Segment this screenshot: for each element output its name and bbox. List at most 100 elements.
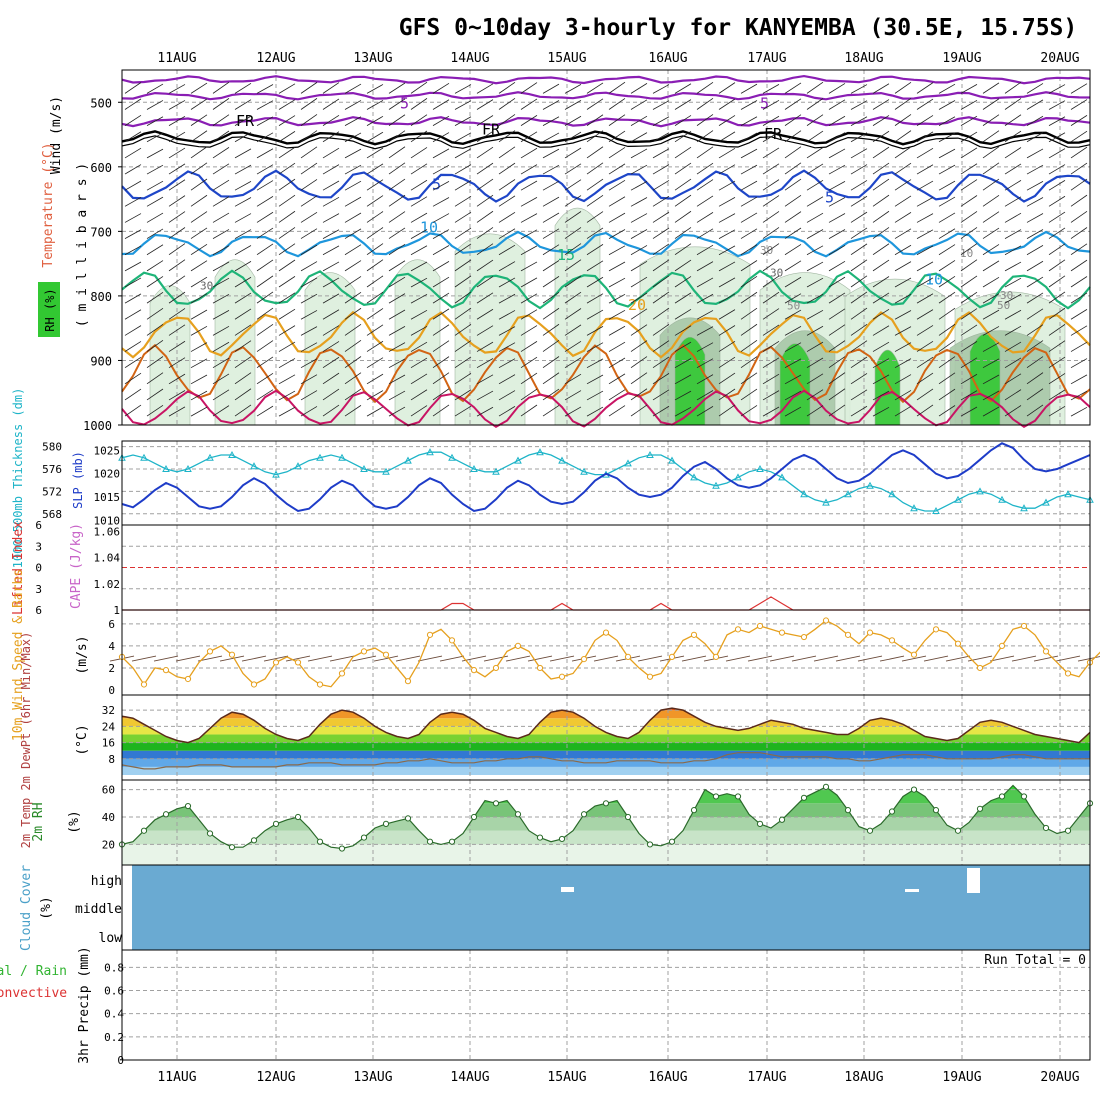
wind-barb: [740, 291, 758, 304]
wind-barb: [740, 116, 758, 126]
wind-barb: [300, 130, 318, 143]
wind-barb: [322, 131, 340, 143]
wind-barb: [674, 194, 692, 207]
wind-barb: [872, 358, 890, 369]
wind-barb: [938, 340, 956, 352]
wind-barb: [938, 244, 956, 256]
wind-barb: [696, 228, 714, 239]
temp-ylabel: 2m Temp 2m DewPt (6hr Min/Max): [19, 632, 33, 849]
wind-barb: [146, 292, 164, 304]
wind-barb: [476, 374, 494, 385]
wind-barb: [344, 244, 362, 256]
wind-barb: [960, 291, 978, 304]
cloud-ylabel: Cloud Cover: [19, 865, 34, 951]
wind-speed-line-marker: [624, 653, 632, 661]
wind-barb: [586, 146, 604, 159]
rh-line-marker: [184, 802, 192, 810]
wind-barb: [432, 276, 450, 288]
wind-barb: [322, 164, 340, 175]
rh-line-marker: [624, 813, 632, 821]
upper-frame: [121, 69, 1091, 426]
wind-barb: [652, 259, 670, 272]
wind-barb: [322, 147, 340, 159]
wind-barb: [432, 213, 450, 223]
wind-barb: [586, 114, 604, 126]
precip-frame: [121, 949, 1091, 1061]
wind-barb: [806, 147, 824, 159]
wind-speed-line-marker: [536, 664, 544, 672]
thickness-line-marker: [382, 467, 390, 475]
rh-line-marker: [140, 827, 148, 834]
thickness-line-marker: [624, 459, 632, 467]
temp-band: [122, 718, 1090, 727]
rh-line-marker: [250, 837, 258, 844]
wind-barb: [432, 292, 450, 304]
wind-barb: [168, 227, 186, 239]
wind-barb: [740, 276, 758, 288]
wind-barb: [982, 309, 1000, 320]
surface-wind-barb: [637, 655, 663, 662]
wind-barb: [454, 323, 472, 336]
wind-barb: [476, 292, 494, 304]
wind-barb: [190, 114, 208, 126]
wind-barb: [168, 84, 186, 94]
wind-barb: [124, 147, 142, 159]
wind-tick: 4: [108, 640, 115, 653]
wind-barb: [718, 147, 736, 159]
wind-barb: [1004, 261, 1022, 272]
wind-barb: [410, 277, 428, 288]
date-label-top: 13AUG: [353, 51, 392, 66]
wind10m-panel: 6 4 2 0 10m Wind Speed & Barbs (m/s): [11, 569, 1100, 741]
wind-barb: [630, 245, 648, 256]
wind-speed-line-marker: [646, 673, 654, 680]
thickness-line-marker: [580, 467, 588, 475]
wind-barb: [806, 245, 824, 256]
wind-barb: [410, 357, 428, 369]
wind-speed-line-marker: [888, 637, 896, 644]
wind-barb: [938, 196, 956, 207]
thickness-line-marker: [514, 456, 522, 464]
wind-barb: [674, 308, 692, 320]
rh-line-marker: [668, 838, 676, 845]
wind-barb: [784, 227, 802, 239]
wind-barb: [586, 162, 604, 175]
wind-barb: [322, 388, 340, 401]
wind-barb: [344, 228, 362, 239]
wind-barb: [168, 115, 186, 126]
wind-barb: [564, 390, 582, 401]
wind-barb: [740, 405, 758, 417]
wind-barb: [498, 374, 516, 385]
wind-barb: [476, 276, 494, 288]
date-label-top: 20AUG: [1040, 51, 1079, 66]
wind-speed-line-marker: [382, 651, 390, 658]
wind-barb: [564, 340, 582, 352]
wind-barb: [344, 340, 362, 352]
wind-barb: [1004, 389, 1022, 401]
wind-barb: [608, 114, 626, 126]
wind-barb: [828, 245, 846, 256]
wind-barb: [256, 196, 274, 207]
slp-tick: 1010: [94, 514, 121, 527]
thickness-line-marker: [932, 506, 940, 514]
wind-barb: [212, 341, 230, 352]
wind-barb: [410, 405, 428, 417]
rh-line-marker: [1020, 793, 1028, 800]
wind-barb: [1070, 358, 1088, 369]
wind-barb: [300, 114, 318, 126]
wind-barb: [674, 406, 692, 417]
wind-barb: [1048, 148, 1066, 159]
wind-barb: [806, 180, 824, 191]
wind-barb: [212, 325, 230, 336]
wind-barb: [960, 259, 978, 272]
wind-barb: [410, 309, 428, 320]
wind-barb: [916, 197, 934, 207]
wind-barb: [146, 212, 164, 223]
thickness-line-marker: [536, 448, 544, 456]
thickness-line: [121, 451, 1091, 512]
wind-barb: [366, 179, 384, 191]
wind-barb: [850, 100, 868, 110]
rh-ylabel: 2m RH: [31, 802, 46, 841]
wind-speed-line-marker: [492, 664, 500, 672]
wind-barb: [784, 194, 802, 207]
wind-barb: [784, 244, 802, 256]
